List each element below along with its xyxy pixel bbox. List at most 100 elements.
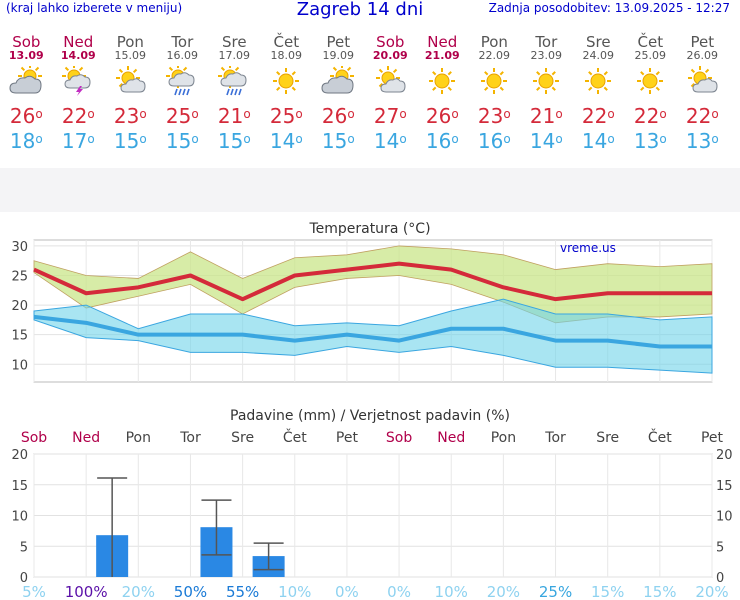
- day-date: 25.09: [634, 49, 667, 62]
- min-temperature: 13o: [633, 129, 667, 153]
- max-temperature: 22o: [685, 104, 719, 128]
- day-name: Pet: [326, 33, 351, 51]
- day-name: Pon: [116, 33, 144, 51]
- separator-band: [0, 168, 740, 212]
- day-name: Ned: [63, 33, 94, 51]
- partly-cloudy-icon: [320, 64, 356, 96]
- y-tick-label: 25: [11, 270, 28, 285]
- precipitation-probability: 10%: [278, 583, 311, 600]
- day-name: Čet: [637, 33, 664, 51]
- day-date: 26.09: [686, 49, 719, 62]
- precipitation-probability: 25%: [539, 583, 572, 600]
- precipitation-probability: 100%: [65, 583, 108, 600]
- sun-icon: [424, 66, 460, 96]
- day-date: 19.09: [322, 49, 355, 62]
- max-temperature: 21o: [217, 104, 251, 128]
- day-column: Sre 24.09 22o 14o: [572, 34, 624, 154]
- max-temperature: 23o: [113, 104, 147, 128]
- precipitation-probability: 50%: [174, 583, 207, 600]
- day-column: Tor 23.09 21o 14o: [520, 34, 572, 154]
- watermark-label: vreme.us: [560, 241, 616, 255]
- precipitation-probability: 20%: [122, 583, 155, 600]
- day-name: Sre: [586, 33, 611, 51]
- day-date: 23.09: [530, 49, 563, 62]
- max-temperature: 22o: [581, 104, 615, 128]
- max-temperature: 22o: [61, 104, 95, 128]
- min-temperature: 14o: [269, 129, 303, 153]
- day-date: 14.09: [60, 49, 96, 62]
- sun-icon: [632, 66, 668, 96]
- y-tick-label: 10: [11, 510, 28, 525]
- min-temperature: 17o: [61, 129, 95, 153]
- daily-forecast-strip: Sob 13.09 26o 18o Ned 14.09 22o 17o Pon 15.09 23o 1…: [8, 34, 738, 168]
- y-tick-label: 10: [11, 358, 28, 373]
- y-tick-label: 5: [20, 540, 28, 555]
- x-tick-label: Čet: [283, 428, 307, 446]
- max-temperature: 21o: [529, 104, 563, 128]
- day-column: Sob 13.09 26o 18o: [0, 34, 52, 154]
- max-temperature: 25o: [165, 104, 199, 128]
- precipitation-probability: 10%: [435, 583, 468, 600]
- max-temperature: 26o: [321, 104, 355, 128]
- day-name: Pet: [690, 33, 715, 51]
- x-tick-label: Sob: [386, 430, 412, 446]
- day-column: Pet 26.09 22o 13o: [676, 34, 728, 154]
- rain-sun-icon: [216, 64, 252, 96]
- max-temperature: 22o: [633, 104, 667, 128]
- day-name: Ned: [427, 33, 458, 51]
- sun-icon: [268, 66, 304, 96]
- day-name: Tor: [171, 33, 194, 51]
- max-temperature: 23o: [477, 104, 511, 128]
- day-name: Čet: [273, 33, 300, 51]
- x-tick-label: Sre: [596, 430, 619, 446]
- thunderstorm-sun-icon: [60, 64, 96, 96]
- day-date: 18.09: [270, 49, 303, 62]
- day-column: Pon 15.09 23o 15o: [104, 34, 156, 154]
- day-date: 17.09: [218, 49, 251, 62]
- x-tick-label: Tor: [179, 430, 201, 446]
- y-tick-label: 20: [11, 448, 28, 463]
- min-temperature-line: [33, 314, 712, 349]
- rain-sun-icon: [164, 64, 200, 96]
- min-temperature: 15o: [165, 129, 199, 153]
- min-temperature: 15o: [321, 129, 355, 153]
- y-tick-label: 15: [11, 329, 28, 344]
- y-tick-label: 15: [11, 479, 28, 494]
- precipitation-probability: 20%: [487, 583, 520, 600]
- precipitation-probability: 15%: [591, 583, 624, 600]
- min-temperature: 16o: [425, 129, 459, 153]
- location-hint: (kraj lahko izberete v meniju): [6, 1, 183, 15]
- min-temperature: 18o: [9, 129, 43, 153]
- max-temperature: 26o: [9, 104, 43, 128]
- x-tick-label: Pon: [491, 430, 516, 446]
- precipitation-probability: 0%: [335, 583, 359, 600]
- day-date: 21.09: [424, 49, 460, 62]
- y-tick-label-right: 15: [716, 479, 733, 494]
- precipitation-chart: Padavine (mm) / Verjetnost padavin (%) 0…: [11, 408, 733, 600]
- precipitation-probability: 15%: [643, 583, 676, 600]
- last-updated: Zadnja posodobitev: 13.09.2025 - 12:27: [488, 1, 730, 15]
- day-name: Sob: [12, 33, 41, 51]
- sun-cloud-icon: [112, 66, 148, 96]
- day-column: Pet 19.09 26o 15o: [312, 34, 364, 154]
- y-tick-label-right: 0: [716, 571, 724, 586]
- x-tick-label: Tor: [544, 430, 566, 446]
- day-column: Sre 17.09 21o 15o: [208, 34, 260, 154]
- min-temperature: 14o: [373, 129, 407, 153]
- max-temperature: 25o: [269, 104, 303, 128]
- day-column: Ned 21.09 26o 16o: [416, 34, 468, 154]
- day-date: 24.09: [582, 49, 615, 62]
- min-temperature: 15o: [217, 129, 251, 153]
- precipitation-probability: 55%: [226, 583, 259, 600]
- y-tick-label: 0: [20, 571, 28, 586]
- sun-icon: [580, 66, 616, 96]
- x-tick-label: Pon: [126, 430, 151, 446]
- x-tick-label: Čet: [648, 428, 672, 446]
- partly-cloudy-icon: [8, 64, 44, 96]
- y-tick-label-right: 5: [716, 540, 724, 555]
- x-tick-label: Pet: [701, 430, 724, 446]
- y-tick-label: 20: [11, 299, 28, 314]
- x-tick-label: Sob: [21, 430, 47, 446]
- day-name: Tor: [535, 33, 558, 51]
- precipitation-probability: 5%: [22, 583, 46, 600]
